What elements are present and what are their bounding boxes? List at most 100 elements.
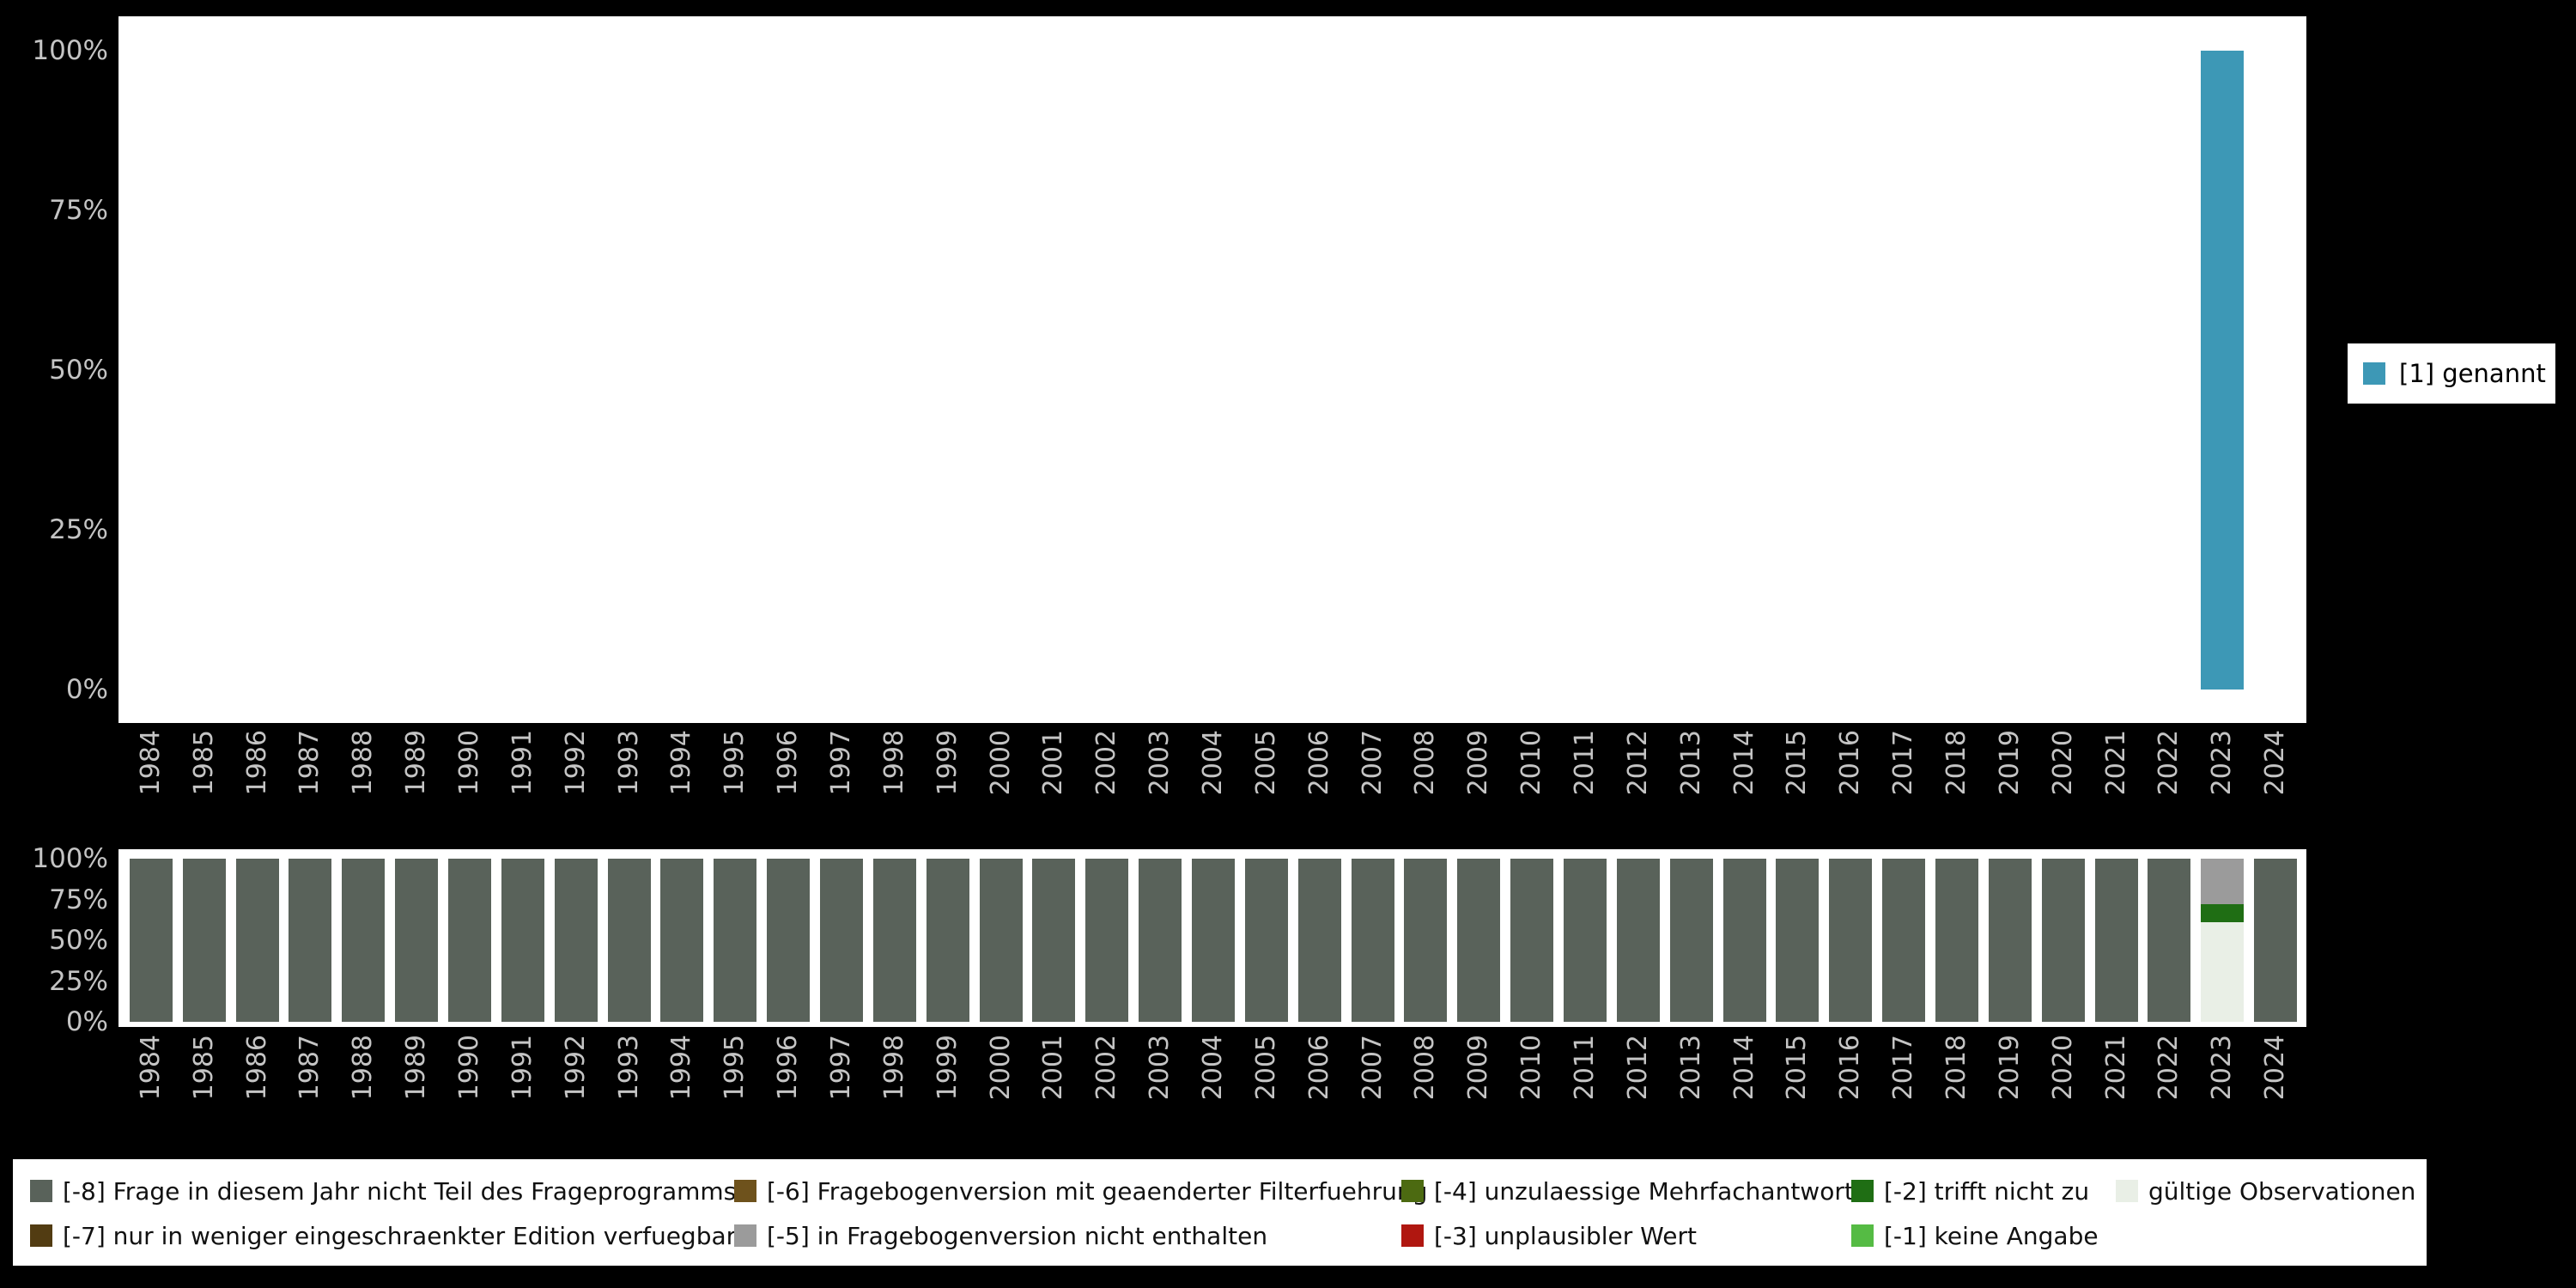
missings-bar-segment-2002 — [1085, 859, 1129, 1022]
missings-bar-segment-1990 — [448, 859, 492, 1022]
missings-chart-x-tick-label: 2021 — [2100, 1035, 2131, 1101]
percent-chart-x-axis: 1984 1985 1986 1987 1988 1989 1990 1991 1992 1993… — [125, 730, 2302, 795]
legend-item--6: [-6] Fragebogenversion mit geaenderter F… — [734, 1176, 1427, 1206]
series-legend: [1] genannt — [2346, 342, 2557, 405]
missings-bar-segment-1984 — [129, 859, 173, 1022]
missings-chart-x-tick-label: 2000 — [985, 1035, 1016, 1101]
percent-chart-y-tick-label: 75% — [49, 195, 108, 226]
legend-item--8: [-8] Frage in diesem Jahr nicht Teil des… — [30, 1176, 736, 1206]
missings-chart-x-tick-label: 2003 — [1145, 1035, 1176, 1101]
missings-chart-x-tick-label: 2018 — [1941, 1035, 1971, 1101]
missings-chart-x-tick-label: 1997 — [826, 1035, 857, 1101]
percent-chart-x-tick-label: 2004 — [1198, 730, 1228, 796]
missings-bar-segment-2022 — [2148, 859, 2191, 1022]
missings-chart-x-tick-label: 1990 — [454, 1035, 485, 1101]
missings-bar-segment-2001 — [1032, 859, 1076, 1022]
missings-chart-y-tick-label: 100% — [32, 843, 108, 874]
legend-item-valid: gültige Observationen — [2116, 1176, 2415, 1206]
percent-chart-x-tick-label: 1997 — [826, 730, 857, 796]
missings-chart-x-tick-label: 1989 — [401, 1035, 432, 1101]
missings-chart-x-axis: 1984 1985 1986 1987 1988 1989 1990 1991 1992 1993… — [125, 1035, 2302, 1100]
missings-bar-segment-2012 — [1616, 859, 1660, 1022]
percent-chart-x-tick-label: 1989 — [401, 730, 432, 796]
missings-chart-x-tick-label: 1992 — [560, 1035, 591, 1101]
missings-bar-segment-1994 — [660, 859, 704, 1022]
percent-chart-x-tick-label: 2019 — [1994, 730, 2025, 796]
missings-bar-segment-1993 — [607, 859, 651, 1022]
missings-chart-x-tick-label: 1985 — [188, 1035, 219, 1101]
percent-chart-x-tick-label: 2017 — [1888, 730, 1919, 796]
missings-chart-x-tick-label: 2016 — [1835, 1035, 1866, 1101]
percent-chart-x-tick-label: 2023 — [2207, 730, 2238, 796]
percent-chart-y-tick-label: 50% — [49, 355, 108, 386]
missings-bar-segment-1995 — [714, 859, 757, 1022]
percent-chart-x-tick-label: 1996 — [773, 730, 804, 796]
missings-bar-segment-2023 — [2201, 922, 2245, 1022]
missings-chart-x-tick-label: 1995 — [720, 1035, 750, 1101]
missings-chart-y-tick-label: 50% — [49, 925, 108, 956]
missings-chart-x-tick-label: 1998 — [878, 1035, 909, 1101]
legend-swatch--6 — [734, 1180, 756, 1202]
percent-chart-x-tick-label: 2008 — [1410, 730, 1441, 796]
missings-bar-segment-1989 — [395, 859, 439, 1022]
legend-swatch--5 — [734, 1224, 756, 1247]
missings-chart-x-tick-label: 1986 — [241, 1035, 272, 1101]
percent-chart-x-tick-label: 2006 — [1303, 730, 1334, 796]
missings-bar-segment-1986 — [235, 859, 279, 1022]
series-legend-label: [1] genannt — [2399, 359, 2546, 388]
missings-bar-segment-1999 — [926, 859, 969, 1022]
percent-chart-y-tick-label: 0% — [65, 674, 108, 705]
legend-item--7: [-7] nur in weniger eingeschraenkter Edi… — [30, 1221, 736, 1250]
percent-chart-x-tick-label: 1998 — [878, 730, 909, 796]
missings-chart-panel — [118, 849, 2306, 1027]
percent-chart-x-tick-label: 1985 — [188, 730, 219, 796]
percent-chart-x-tick-label: 2002 — [1091, 730, 1122, 796]
legend-swatch--7 — [30, 1224, 52, 1247]
legend-label--1: [-1] keine Angabe — [1884, 1221, 2099, 1250]
percent-chart-x-tick-label: 1995 — [720, 730, 750, 796]
percent-chart-x-tick-label: 2011 — [1569, 730, 1600, 796]
missings-chart-x-tick-label: 2008 — [1410, 1035, 1441, 1101]
missings-chart-x-tick-label: 1984 — [135, 1035, 166, 1101]
missings-bar-segment-2007 — [1351, 859, 1394, 1022]
missings-bar-segment-2003 — [1139, 859, 1182, 1022]
missings-chart-x-tick-label: 2019 — [1994, 1035, 2025, 1101]
percent-chart-x-tick-label: 2013 — [1675, 730, 1706, 796]
percent-chart-x-tick-label: 2007 — [1357, 730, 1388, 796]
missings-bar-segment-2018 — [1935, 859, 1978, 1022]
legend-swatch-valid — [2116, 1180, 2138, 1202]
missings-bar-segment-1998 — [872, 859, 916, 1022]
missings-legend: [-8] Frage in diesem Jahr nicht Teil des… — [13, 1159, 2427, 1266]
percent-chart-x-tick-label: 2001 — [1038, 730, 1069, 796]
percent-chart-x-tick-label: 2003 — [1145, 730, 1176, 796]
missings-bar-segment-2014 — [1722, 859, 1766, 1022]
legend-label-valid: gültige Observationen — [2148, 1176, 2416, 1206]
percent-chart-x-tick-label: 1988 — [348, 730, 379, 796]
legend-swatch--3 — [1401, 1224, 1424, 1247]
missings-bar-segment-2024 — [2254, 859, 2298, 1022]
missings-chart-x-tick-label: 2009 — [1463, 1035, 1494, 1101]
legend-label--6: [-6] Fragebogenversion mit geaenderter F… — [767, 1176, 1428, 1206]
missings-chart-x-tick-label: 2024 — [2260, 1035, 2291, 1101]
percent-chart-x-tick-label: 2005 — [1250, 730, 1281, 796]
missings-chart-x-tick-label: 2005 — [1250, 1035, 1281, 1101]
missings-chart-x-tick-label: 1987 — [295, 1035, 325, 1101]
legend-swatch--1 — [1851, 1224, 1874, 1247]
missings-bar-segment-2023 — [2201, 904, 2245, 923]
legend-label--2: [-2] trifft nicht zu — [1884, 1176, 2090, 1206]
legend-item--2: [-2] trifft nicht zu — [1851, 1176, 2089, 1206]
missings-bar-segment-2015 — [1776, 859, 1820, 1022]
missings-bar-segment-2009 — [1457, 859, 1501, 1022]
missings-chart-x-tick-label: 2007 — [1357, 1035, 1388, 1101]
missings-chart-x-tick-label: 2004 — [1198, 1035, 1228, 1101]
missings-bar-segment-2017 — [1882, 859, 1926, 1022]
legend-label--5: [-5] in Fragebogenversion nicht enthalte… — [767, 1221, 1268, 1250]
missings-chart-x-tick-label: 2001 — [1038, 1035, 1069, 1101]
missings-chart-y-tick-label: 75% — [49, 884, 108, 915]
missings-chart-x-tick-label: 1991 — [507, 1035, 538, 1101]
percent-bar-2023 — [2201, 51, 2245, 690]
missings-bar-segment-2000 — [979, 859, 1023, 1022]
genannt-swatch — [2363, 362, 2385, 385]
percent-chart-x-tick-label: 2010 — [1516, 730, 1547, 796]
missings-bar-segment-1997 — [820, 859, 864, 1022]
